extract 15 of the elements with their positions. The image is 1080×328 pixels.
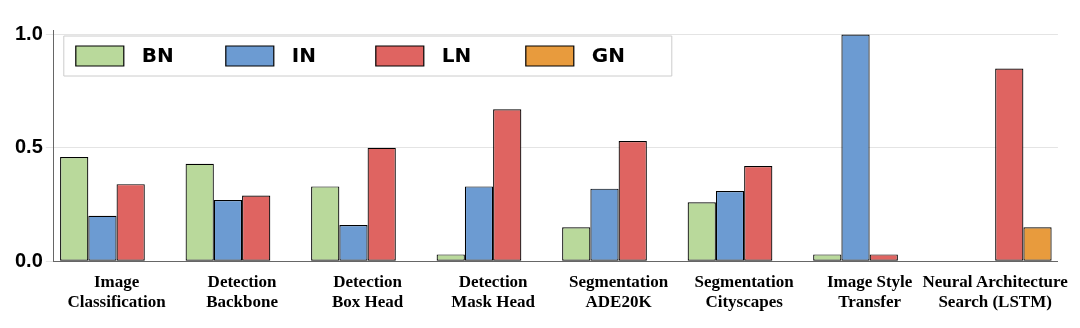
x-tick-label: Detection Box Head — [331, 271, 404, 312]
legend-label: IN — [291, 43, 316, 68]
legend-label: BN — [141, 43, 174, 68]
x-tick-label: Segmentation Cityscapes — [694, 271, 795, 312]
x-tick-label: Image Style Transfer — [826, 271, 913, 312]
y-tick-label: 1.0 — [14, 22, 43, 45]
y-tick-label: 0.5 — [14, 135, 43, 158]
x-tick-label: Detection Backbone — [206, 271, 279, 312]
x-tick-label: Segmentation ADE20K — [569, 271, 669, 312]
x-tick-label: Detection Mask Head — [451, 271, 536, 312]
legend-label: LN — [441, 43, 472, 68]
y-tick-label: 0.0 — [14, 248, 43, 271]
x-tick-label: Image Classification — [67, 271, 167, 312]
legend-label: GN — [591, 43, 625, 68]
x-tick-label: Neural Architecture Search (LSTM) — [922, 271, 1069, 312]
